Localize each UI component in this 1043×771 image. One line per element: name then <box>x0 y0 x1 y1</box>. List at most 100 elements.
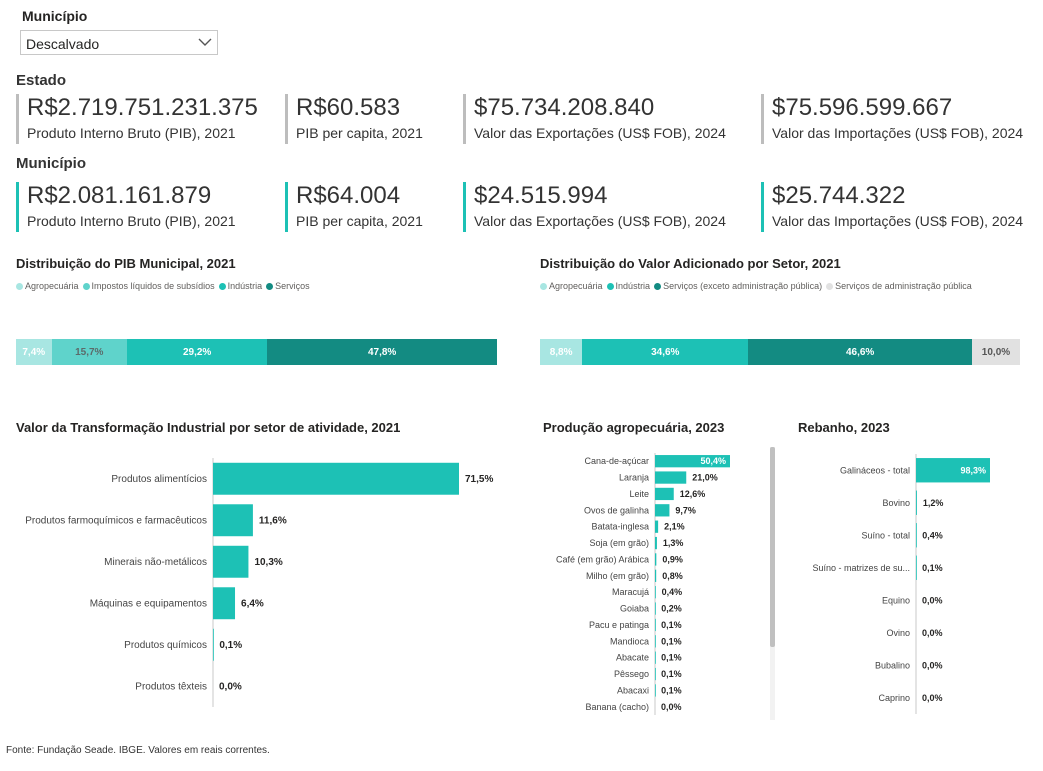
category-label: Banana (cacho) <box>585 702 649 712</box>
category-label: Pacu e patinga <box>589 620 649 630</box>
legend-dot <box>82 282 90 290</box>
bar[interactable] <box>655 536 657 550</box>
data-label: 0,1% <box>219 640 242 651</box>
legend-item[interactable]: Agropecuária <box>16 281 79 291</box>
kpi-label: PIB per capita, 2021 <box>296 125 423 141</box>
municipio-dropdown[interactable]: Descalvado <box>20 30 218 55</box>
bar[interactable] <box>213 628 214 661</box>
legend-valor-adicionado: Agropecuária Indústria Serviços (exceto … <box>540 281 976 291</box>
bar[interactable] <box>655 455 730 468</box>
estado-kpi-importacoes: $75.596.599.667 Valor das Importações (U… <box>761 94 1023 144</box>
legend-dot <box>266 282 274 290</box>
category-label: Máquinas e equipamentos <box>90 598 207 609</box>
legend-label: Indústria <box>615 281 651 291</box>
legend-item[interactable]: Serviços (exceto administração pública) <box>654 281 822 291</box>
stack-segment-4[interactable]: 47,8% <box>267 339 497 365</box>
legend-label: Serviços de administração pública <box>835 281 972 291</box>
data-label: 2,1% <box>664 522 685 532</box>
bar[interactable] <box>213 545 249 578</box>
stack-segment-3[interactable]: 46,6% <box>748 339 972 365</box>
stack-segment-1[interactable]: 7,4% <box>16 339 52 365</box>
municipio-kpi-exportacoes: $24.515.994 Valor das Exportações (US$ F… <box>463 182 726 232</box>
legend-item[interactable]: Agropecuária <box>540 281 603 291</box>
bar[interactable] <box>916 490 917 515</box>
bar[interactable] <box>655 553 657 566</box>
bar[interactable] <box>655 635 656 648</box>
data-label: 98,3% <box>960 465 986 475</box>
kpi-label: Valor das Exportações (US$ FOB), 2024 <box>474 213 726 229</box>
category-label: Bovino <box>882 498 910 508</box>
legend-dot <box>218 282 226 290</box>
municipio-title: Município <box>16 155 86 172</box>
bar[interactable] <box>916 523 917 548</box>
category-label: Maracujá <box>612 587 649 597</box>
stack-segment-4[interactable]: 10,0% <box>971 339 1020 365</box>
bar[interactable] <box>655 520 659 533</box>
kpi-value: $25.744.322 <box>772 182 906 209</box>
data-label: 1,2% <box>923 498 944 508</box>
bar[interactable] <box>213 504 253 537</box>
legend-dot <box>654 282 662 290</box>
data-label: 0,0% <box>922 660 943 670</box>
data-label: 0,0% <box>661 702 682 712</box>
bar[interactable] <box>655 487 674 501</box>
category-label: Batata-inglesa <box>591 522 649 532</box>
agro-scrollbar[interactable] <box>770 447 775 720</box>
legend-label: Impostos líquidos de subsídios <box>91 281 215 291</box>
bar[interactable] <box>213 462 459 495</box>
legend-item[interactable]: Serviços <box>266 281 310 291</box>
category-label: Ovos de galinha <box>584 505 649 515</box>
legend-item[interactable]: Indústria <box>606 281 651 291</box>
bar[interactable] <box>916 458 990 483</box>
data-label: 0,1% <box>661 653 682 663</box>
data-label: 0,0% <box>219 681 242 692</box>
category-label: Abacate <box>616 653 649 663</box>
stack-segment-2[interactable]: 34,6% <box>582 339 749 365</box>
kpi-value: R$2.081.161.879 <box>27 182 212 209</box>
data-label: 71,5% <box>465 474 493 485</box>
stack-segment-1[interactable]: 8,8% <box>540 339 583 365</box>
legend-dot <box>16 282 23 290</box>
municipio-kpi-pib: R$2.081.161.879 Produto Interno Bruto (P… <box>16 182 236 232</box>
bar[interactable] <box>655 651 656 664</box>
bar[interactable] <box>655 504 670 517</box>
municipio-filter-label: Município <box>22 8 88 24</box>
legend-label: Indústria <box>227 281 263 291</box>
chart-title-rebanho: Rebanho, 2023 <box>798 420 890 435</box>
bar[interactable] <box>213 587 236 620</box>
data-label: 10,3% <box>254 557 282 568</box>
bar[interactable] <box>655 586 656 599</box>
stack-segment-2[interactable]: 15,7% <box>51 339 127 365</box>
bar[interactable] <box>655 667 656 681</box>
stack-segment-3[interactable]: 29,2% <box>127 339 268 365</box>
chart-title-producao-agro: Produção agropecuária, 2023 <box>543 420 725 435</box>
bar[interactable] <box>655 684 656 697</box>
kpi-value: R$2.719.751.231.375 <box>27 94 258 121</box>
category-label: Cana-de-açúcar <box>584 456 649 466</box>
bar[interactable] <box>655 602 656 615</box>
legend-dot <box>540 282 547 290</box>
data-label: 0,2% <box>661 604 682 614</box>
estado-kpi-exportacoes: $75.734.208.840 Valor das Exportações (U… <box>463 94 726 144</box>
category-label: Suíno - matrizes de su... <box>812 563 910 573</box>
legend-item[interactable]: Indústria <box>218 281 263 291</box>
kpi-value: $24.515.994 <box>474 182 608 209</box>
legend-dot <box>606 282 614 290</box>
bar[interactable] <box>655 569 657 582</box>
legend-label: Agropecuária <box>25 281 79 291</box>
stacked-bar-pib: 7,4% 15,7% 29,2% 47,8% <box>16 339 497 365</box>
legend-item[interactable]: Impostos líquidos de subsídios <box>82 281 215 291</box>
kpi-label: Valor das Importações (US$ FOB), 2024 <box>772 125 1024 141</box>
bar[interactable] <box>655 618 656 632</box>
bar[interactable] <box>655 471 687 484</box>
legend-item[interactable]: Serviços de administração pública <box>826 281 972 291</box>
bar[interactable] <box>916 555 917 580</box>
category-label: Minerais não-metálicos <box>104 557 207 568</box>
category-label: Goiaba <box>620 604 649 614</box>
category-label: Produtos alimentícios <box>111 474 207 485</box>
category-label: Abacaxi <box>617 685 649 695</box>
chart-title-pib-distribution: Distribuição do PIB Municipal, 2021 <box>16 256 236 271</box>
category-label: Mandioca <box>610 636 649 646</box>
scrollbar-thumb[interactable] <box>770 447 775 647</box>
data-label: 0,4% <box>922 530 943 540</box>
